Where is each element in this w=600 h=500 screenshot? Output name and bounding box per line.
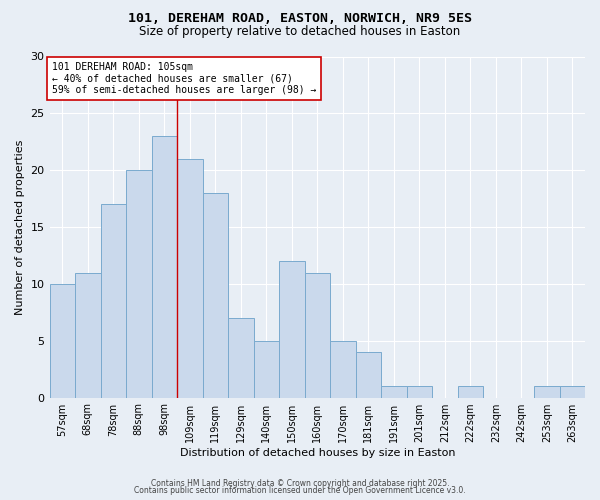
X-axis label: Distribution of detached houses by size in Easton: Distribution of detached houses by size … [179, 448, 455, 458]
Bar [560, 386, 585, 398]
Bar [305, 272, 330, 398]
Bar [101, 204, 126, 398]
Bar [330, 340, 356, 398]
Bar [177, 159, 203, 398]
Bar [203, 193, 228, 398]
Bar [75, 272, 101, 398]
Text: 101, DEREHAM ROAD, EASTON, NORWICH, NR9 5ES: 101, DEREHAM ROAD, EASTON, NORWICH, NR9 … [128, 12, 472, 26]
Bar [458, 386, 483, 398]
Bar [356, 352, 381, 398]
Bar [50, 284, 75, 398]
Bar [407, 386, 432, 398]
Text: Size of property relative to detached houses in Easton: Size of property relative to detached ho… [139, 25, 461, 38]
Bar [228, 318, 254, 398]
Bar [381, 386, 407, 398]
Text: Contains public sector information licensed under the Open Government Licence v3: Contains public sector information licen… [134, 486, 466, 495]
Text: 101 DEREHAM ROAD: 105sqm
← 40% of detached houses are smaller (67)
59% of semi-d: 101 DEREHAM ROAD: 105sqm ← 40% of detach… [52, 62, 317, 95]
Y-axis label: Number of detached properties: Number of detached properties [15, 140, 25, 314]
Bar [254, 340, 279, 398]
Bar [279, 261, 305, 398]
Bar [126, 170, 152, 398]
Bar [152, 136, 177, 398]
Text: Contains HM Land Registry data © Crown copyright and database right 2025.: Contains HM Land Registry data © Crown c… [151, 478, 449, 488]
Bar [534, 386, 560, 398]
